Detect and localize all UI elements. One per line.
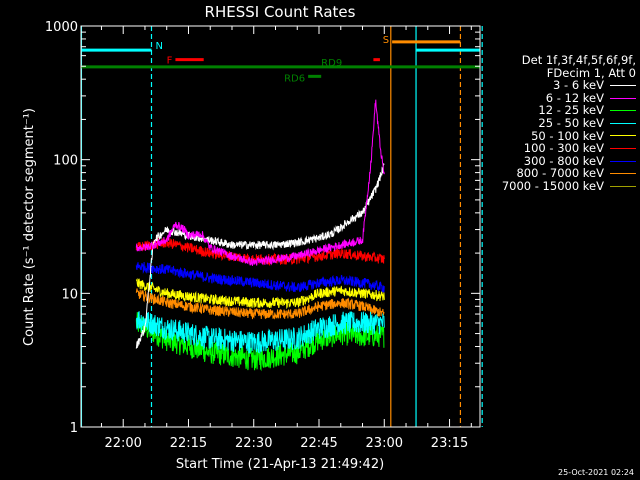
y-tick-label-2: 100 xyxy=(53,154,78,169)
legend-swatch xyxy=(610,160,636,162)
chart-title: RHESSI Count Rates xyxy=(205,3,356,21)
legend-label: 6 - 12 keV xyxy=(545,90,604,105)
x-tick-label-2: 22:30 xyxy=(235,436,272,451)
series-25-50kev xyxy=(135,311,385,354)
flag-label-s: S xyxy=(383,35,389,46)
legend-item: 800 - 7000 keV xyxy=(478,167,636,180)
legend-swatch xyxy=(610,185,636,187)
legend-label: 300 - 800 keV xyxy=(523,153,604,168)
legend-label: 7000 - 15000 keV xyxy=(501,178,604,193)
series-group xyxy=(135,99,385,372)
x-tick-label-0: 22:00 xyxy=(104,436,141,451)
legend-swatch xyxy=(610,122,636,124)
plot-frame xyxy=(80,25,481,428)
x-tick-label-3: 22:45 xyxy=(300,436,337,451)
legend-item: 12 - 25 keV xyxy=(478,104,636,117)
legend-label: 3 - 6 keV xyxy=(553,78,604,93)
legend-item: 100 - 300 keV xyxy=(478,142,636,155)
legend-item: 25 - 50 keV xyxy=(478,117,636,130)
y-tick-label-0: 1 xyxy=(70,421,78,436)
x-tick-label-4: 23:00 xyxy=(366,436,403,451)
legend-label: 25 - 50 keV xyxy=(538,115,604,130)
legend-swatch xyxy=(610,135,636,137)
flag-label-rd6: RD6 xyxy=(284,73,305,84)
legend-header-line-1: Det 1f,3f,4f,5f,6f,9f, xyxy=(521,53,636,67)
series-50-100kev xyxy=(135,277,385,310)
legend-item: 300 - 800 keV xyxy=(478,155,636,168)
legend-item: 50 - 100 keV xyxy=(478,128,636,143)
legend-swatch xyxy=(610,147,636,149)
legend-label: 800 - 7000 keV xyxy=(516,166,604,181)
legend-header-line-2: FDecim 1, Att 0 xyxy=(546,65,636,80)
legend-label: 50 - 100 keV xyxy=(531,128,604,143)
legend-label: 100 - 300 keV xyxy=(523,141,604,156)
series-3-6kev xyxy=(135,163,385,349)
timestamp: 25-Oct-2021 02:24 xyxy=(558,468,634,477)
x-tick-label-5: 23:15 xyxy=(431,436,468,451)
legend-item: 6 - 12 keV xyxy=(478,92,636,105)
legend: Det 1f,3f,4f,5f,6f,9f, FDecim 1, Att 0 3… xyxy=(478,54,636,193)
legend-label: 12 - 25 keV xyxy=(538,103,604,118)
legend-swatch xyxy=(610,97,636,99)
legend-item: 7000 - 15000 keV xyxy=(478,180,636,193)
flag-label-n: N xyxy=(155,41,162,52)
series-300-800kev xyxy=(135,261,385,293)
flag-label-f: F xyxy=(167,56,173,67)
y-tick-label-3: 1000 xyxy=(45,20,78,35)
y-tick-label-1: 10 xyxy=(61,287,78,302)
flag-label-rd9: RD9 xyxy=(321,58,342,69)
axis-ticks: 22:00 22:15 22:30 22:45 23:00 23:15 1 10 100 1000 xyxy=(45,20,480,451)
x-tick-label-1: 22:15 xyxy=(170,436,207,451)
series-800-7000kev xyxy=(135,288,385,320)
flag-bars: N S F RD9 RD6 xyxy=(81,35,480,84)
legend-swatch xyxy=(610,173,636,175)
legend-swatch xyxy=(610,84,636,86)
x-axis-label: Start Time (21-Apr-13 21:49:42) xyxy=(176,457,384,472)
legend-swatch xyxy=(610,110,636,112)
legend-item: 3 - 6 keV xyxy=(478,79,636,92)
vertical-markers xyxy=(80,26,483,427)
y-axis-label: Count Rate (s⁻¹ detector segment⁻¹) xyxy=(22,108,37,346)
series-6-12kev xyxy=(135,99,385,266)
